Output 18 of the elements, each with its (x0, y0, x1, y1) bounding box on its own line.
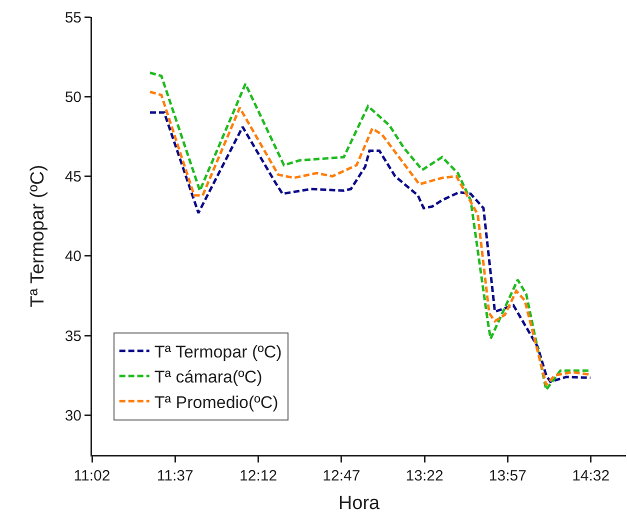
y-tick-label: 30 (64, 407, 82, 424)
legend-label: Tª cámara(ºC) (154, 368, 262, 387)
x-tick-label: 14:32 (572, 468, 610, 484)
legend-label: Tª Promedio(ºC) (154, 392, 278, 412)
x-tick-label: 12:47 (322, 468, 360, 484)
legend-label: Tª Termopar (ºC) (154, 342, 282, 362)
y-axis-title: Tª Termopar (ºC) (28, 164, 48, 308)
x-tick-label: 12:12 (240, 468, 278, 484)
x-axis-title: Hora (338, 493, 380, 514)
y-tick-label: 55 (64, 9, 82, 26)
x-tick-label: 11:02 (74, 468, 110, 484)
x-tick-label: 13:22 (406, 468, 444, 484)
y-tick-label: 40 (64, 248, 82, 266)
x-tick-label: 11:37 (156, 468, 194, 484)
y-tick-label: 50 (64, 88, 82, 106)
x-tick-label: 13:57 (488, 468, 526, 484)
y-tick-label: 35 (64, 328, 82, 345)
y-tick-label: 45 (64, 168, 82, 186)
